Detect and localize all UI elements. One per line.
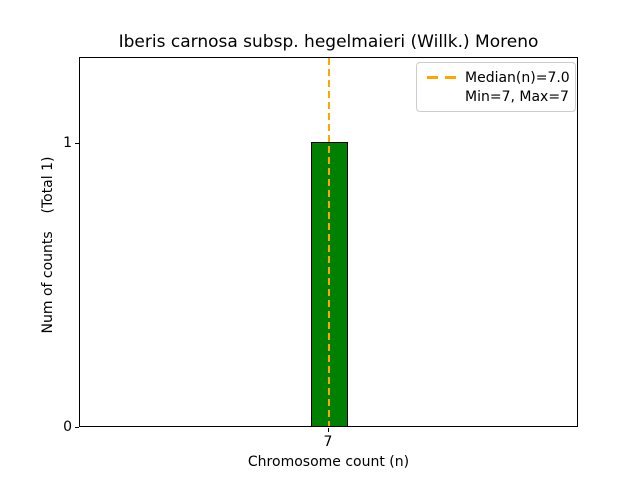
median-line	[328, 58, 330, 426]
plot-area: Median(n)=7.0 Min=7, Max=7	[79, 57, 578, 427]
legend-empty-sample	[427, 95, 457, 98]
legend: Median(n)=7.0 Min=7, Max=7	[416, 62, 576, 112]
x-tick-mark-7	[328, 428, 329, 432]
y-tick-label-1: 1	[63, 135, 72, 151]
legend-label-median: Median(n)=7.0	[465, 69, 570, 86]
legend-entry-minmax: Min=7, Max=7	[427, 87, 569, 106]
x-axis-label: Chromosome count (n)	[247, 454, 410, 470]
orange-dashed-line-icon	[427, 76, 457, 79]
legend-entry-median: Median(n)=7.0	[427, 68, 570, 87]
y-tick-mark-0	[75, 427, 79, 428]
y-tick-label-0: 0	[63, 419, 72, 435]
x-tick-label-7: 7	[323, 434, 333, 450]
y-axis-label-text: Num of counts (Total 1)	[40, 156, 56, 334]
y-tick-mark-1	[75, 143, 79, 144]
legend-label-minmax: Min=7, Max=7	[465, 88, 569, 105]
chart-title: Iberis carnosa subsp. hegelmaieri (Willk…	[118, 32, 539, 52]
